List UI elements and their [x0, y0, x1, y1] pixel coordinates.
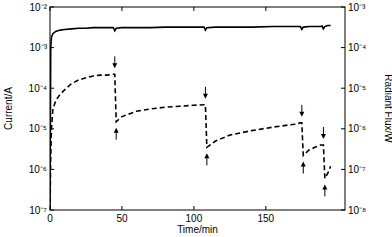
y2ticks-tick — [341, 88, 345, 89]
x-tick — [50, 7, 51, 11]
x-tick-label: 0 — [47, 213, 53, 224]
y2ticks-tick-label: 10⁻⁴ — [348, 42, 366, 53]
series-line — [50, 74, 331, 210]
arrow-head — [114, 128, 119, 133]
plot-frame — [50, 7, 345, 210]
x-tick — [121, 7, 122, 11]
x-tick-label: 150 — [258, 213, 275, 224]
x-tick-label: 50 — [116, 213, 128, 224]
yticks-tick-label: 10⁻⁷ — [29, 205, 47, 216]
chart: 0 50 100 150 10⁻⁷ 10⁻⁶ 10⁻⁵ 10⁻⁴ 10⁻³ 10⁻² 10⁻⁸ 10⁻… — [0, 0, 392, 237]
x-tick — [193, 7, 194, 11]
y2ticks-tick — [341, 47, 345, 48]
arrow-head — [112, 63, 117, 68]
yticks-tick-label: 10⁻⁵ — [29, 123, 47, 134]
x-tick — [265, 7, 266, 11]
y2ticks-tick-label: 10⁻⁶ — [348, 123, 366, 134]
arrow-head — [203, 94, 208, 99]
arrow-head — [321, 134, 326, 139]
y2ticks-tick-label: 10⁻⁷ — [348, 164, 366, 175]
y2ticks-tick — [341, 7, 345, 8]
y2ticks-tick-label: 10⁻⁸ — [348, 205, 366, 216]
y2-axis-title: Radiant Flux/W — [383, 74, 392, 143]
arrow-head — [301, 161, 306, 166]
x-axis-title: Time/min — [177, 224, 218, 235]
series-line — [50, 26, 331, 210]
y2ticks-tick-label: 10⁻³ — [348, 2, 366, 13]
y2ticks-tick — [341, 210, 345, 211]
x-tick — [265, 206, 266, 210]
y-axis-title: Current/A — [3, 87, 14, 130]
x-tick — [121, 206, 122, 210]
arrow-head — [204, 153, 209, 158]
x-tick-label: 100 — [186, 213, 203, 224]
yticks-tick-label: 10⁻² — [30, 2, 48, 13]
arrow-head — [299, 112, 304, 117]
yticks-tick — [50, 7, 54, 8]
y2ticks-tick — [341, 169, 345, 170]
y2ticks-tick — [341, 128, 345, 129]
y2ticks-tick-label: 10⁻⁵ — [348, 83, 366, 94]
yticks-tick-label: 10⁻⁴ — [29, 83, 47, 94]
yticks-tick-label: 10⁻⁶ — [29, 164, 47, 175]
arrow-head — [322, 184, 327, 189]
yticks-tick-label: 10⁻³ — [30, 42, 48, 53]
plot-area — [50, 26, 331, 210]
x-tick — [193, 206, 194, 210]
